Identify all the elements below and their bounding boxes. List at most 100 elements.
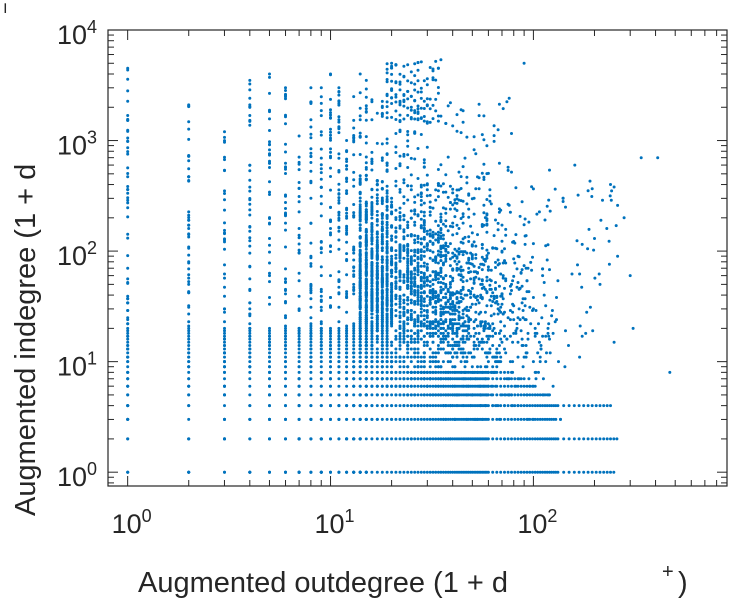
data-point — [380, 324, 384, 328]
data-point — [419, 86, 423, 90]
data-point — [431, 370, 435, 374]
data-point — [406, 79, 410, 83]
data-point — [402, 370, 406, 374]
data-point — [345, 259, 349, 263]
data-point — [375, 261, 379, 265]
data-point — [385, 344, 389, 347]
data-point — [503, 417, 506, 421]
data-point — [461, 285, 465, 289]
data-point — [364, 331, 368, 335]
data-point — [520, 344, 524, 347]
data-point — [248, 360, 252, 364]
data-point — [431, 470, 435, 474]
data-point — [451, 377, 455, 381]
data-point — [483, 404, 487, 408]
data-point — [364, 437, 368, 441]
data-point — [439, 384, 443, 388]
data-point — [534, 309, 538, 312]
data-point — [472, 340, 476, 344]
data-point — [385, 324, 389, 328]
data-point — [416, 296, 420, 299]
data-point — [358, 286, 362, 290]
data-point — [455, 129, 459, 133]
data-point — [491, 470, 495, 474]
data-point — [548, 209, 552, 213]
data-point — [319, 265, 323, 269]
data-point — [268, 404, 271, 408]
data-point — [352, 269, 356, 273]
data-point — [535, 331, 539, 335]
data-point — [187, 137, 191, 141]
data-point — [370, 247, 374, 251]
data-point — [337, 370, 341, 374]
data-point — [553, 187, 557, 191]
data-point — [497, 102, 501, 106]
data-point — [506, 165, 510, 169]
data-point — [370, 292, 374, 296]
data-point — [573, 163, 577, 167]
data-point — [402, 218, 406, 222]
data-point — [358, 351, 362, 355]
data-point — [434, 219, 438, 223]
data-point — [364, 404, 368, 408]
data-point — [612, 437, 616, 441]
data-point — [593, 237, 596, 240]
data-point — [248, 244, 252, 248]
data-point — [472, 278, 476, 282]
data-point — [486, 265, 490, 269]
data-point — [425, 248, 429, 252]
data-point — [489, 304, 493, 308]
data-point — [416, 302, 420, 306]
data-point — [439, 267, 443, 271]
data-point — [394, 167, 398, 170]
data-point — [598, 470, 602, 474]
data-point — [485, 219, 489, 222]
data-point — [434, 305, 438, 309]
data-point — [416, 324, 420, 328]
data-point — [352, 360, 356, 364]
data-point — [268, 152, 271, 156]
data-point — [441, 384, 445, 388]
data-point — [402, 360, 406, 364]
data-point — [329, 393, 332, 397]
data-point — [525, 393, 529, 397]
data-point — [545, 404, 549, 408]
data-point — [610, 189, 614, 193]
data-point — [385, 189, 389, 193]
data-point — [585, 310, 589, 314]
data-point — [309, 329, 313, 333]
y-tick-label: 104 — [57, 17, 97, 50]
data-point — [329, 351, 332, 355]
data-point — [441, 347, 445, 351]
data-point — [428, 334, 432, 338]
data-point — [375, 213, 379, 217]
data-point — [486, 437, 490, 441]
data-point — [223, 329, 226, 333]
data-point — [390, 79, 394, 83]
data-point — [380, 340, 384, 344]
data-point — [364, 135, 368, 139]
data-point — [394, 470, 398, 474]
data-point — [345, 157, 349, 161]
data-point — [530, 268, 534, 272]
data-point — [337, 229, 341, 233]
data-point — [425, 268, 429, 272]
data-point — [476, 337, 479, 341]
data-point — [329, 133, 332, 137]
data-point — [398, 226, 402, 230]
data-point — [463, 351, 467, 355]
data-point — [337, 225, 341, 229]
data-point — [409, 437, 413, 441]
data-point — [126, 316, 130, 320]
data-point — [474, 302, 478, 306]
data-point — [467, 261, 471, 265]
data-point — [564, 329, 567, 333]
data-point — [439, 274, 443, 278]
data-point — [402, 298, 406, 302]
data-point — [461, 355, 465, 359]
data-point — [248, 393, 252, 397]
data-point — [413, 365, 417, 369]
data-point — [380, 220, 384, 224]
data-point — [370, 337, 374, 341]
tick-exponent: 0 — [142, 506, 152, 526]
